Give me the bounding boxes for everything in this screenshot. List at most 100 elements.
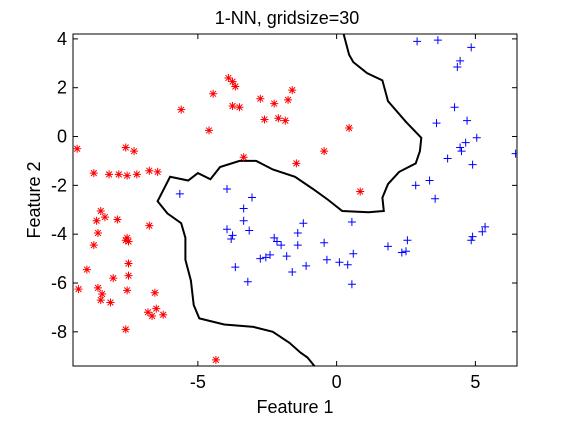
chart-title: 1-NN, gridsize=30: [215, 8, 360, 28]
data-point-asterisk: [235, 103, 244, 112]
series-class-2: [175, 36, 517, 289]
data-point-asterisk: [281, 116, 290, 125]
data-point-plus: [223, 185, 232, 194]
data-point-asterisk: [98, 289, 107, 298]
data-point-plus: [433, 36, 442, 45]
data-point-asterisk: [228, 102, 237, 111]
data-point-asterisk: [356, 187, 365, 196]
data-point-plus: [467, 236, 476, 245]
data-point-asterisk: [224, 73, 233, 82]
data-point-plus: [261, 253, 270, 262]
data-point-plus: [461, 138, 470, 147]
data-point-asterisk: [130, 147, 139, 156]
data-point-plus: [293, 241, 302, 250]
data-point-plus: [413, 37, 422, 46]
data-point-asterisk: [121, 325, 130, 334]
y-tick-label: -4: [51, 224, 67, 244]
data-point-asterisk: [143, 308, 152, 317]
data-point-asterisk: [93, 283, 102, 292]
data-point-asterisk: [145, 221, 154, 230]
data-point-asterisk: [145, 166, 154, 175]
data-point-plus: [383, 242, 392, 251]
decision-boundary-line: [156, 34, 423, 366]
data-point-asterisk: [92, 216, 101, 225]
data-point-asterisk: [239, 153, 248, 162]
data-point-asterisk: [89, 241, 98, 250]
data-point-asterisk: [96, 296, 105, 305]
x-tick-label: -5: [190, 372, 206, 392]
data-point-plus: [403, 236, 412, 245]
data-point-asterisk: [260, 115, 269, 124]
data-point-plus: [425, 176, 434, 185]
data-point-asterisk: [121, 236, 130, 245]
data-point-plus: [347, 280, 356, 289]
data-point-asterisk: [152, 304, 161, 313]
data-point-plus: [450, 103, 459, 112]
data-point-plus: [231, 263, 240, 272]
data-point-plus: [453, 62, 462, 71]
data-point-asterisk: [89, 169, 98, 178]
data-point-plus: [256, 254, 265, 263]
plot-content: [73, 34, 517, 366]
data-point-asterisk: [209, 89, 218, 98]
data-point-asterisk: [284, 95, 293, 104]
data-point-asterisk: [109, 274, 118, 283]
data-point-asterisk: [123, 233, 132, 242]
y-axis-label: Feature 2: [24, 161, 44, 238]
data-point-asterisk: [96, 206, 105, 215]
data-point-plus: [293, 228, 302, 237]
data-point-asterisk: [114, 170, 123, 179]
data-point-plus: [456, 143, 465, 152]
data-point-asterisk: [105, 170, 114, 179]
data-point-asterisk: [150, 288, 159, 297]
data-point-asterisk: [73, 144, 82, 153]
data-point-plus: [277, 241, 286, 250]
data-point-plus: [463, 116, 472, 125]
data-point-plus: [228, 231, 237, 240]
data-point-asterisk: [148, 311, 157, 320]
y-tick-label: -8: [51, 322, 67, 342]
data-point-asterisk: [124, 259, 133, 268]
data-point-plus: [247, 193, 256, 202]
x-tick-label: 5: [470, 372, 480, 392]
data-point-plus: [302, 261, 311, 270]
data-point-asterisk: [274, 114, 283, 123]
data-point-asterisk: [211, 355, 220, 364]
data-point-plus: [468, 160, 477, 169]
data-point-asterisk: [256, 94, 265, 103]
x-tick-label: 0: [332, 372, 342, 392]
data-point-plus: [299, 219, 308, 228]
data-point-plus: [349, 249, 358, 258]
x-axis-label: Feature 1: [256, 397, 333, 417]
data-point-plus: [245, 226, 254, 235]
data-point-asterisk: [292, 159, 301, 168]
data-point-plus: [347, 217, 356, 226]
data-point-plus: [467, 43, 476, 52]
data-point-asterisk: [159, 310, 168, 319]
data-point-asterisk: [231, 82, 240, 91]
axis-ticks: -5 0 5 4 2 0 -2 -4 -6 -8: [51, 29, 517, 392]
data-point-asterisk: [345, 123, 354, 132]
data-point-asterisk: [204, 126, 213, 135]
data-point-asterisk: [124, 271, 133, 280]
data-point-plus: [397, 248, 406, 257]
data-point-plus: [343, 260, 352, 269]
data-point-asterisk: [82, 265, 91, 274]
data-point-plus: [175, 189, 184, 198]
data-point-plus: [320, 238, 329, 247]
data-point-asterisk: [123, 286, 132, 295]
data-point-plus: [481, 222, 490, 231]
data-point-plus: [282, 252, 291, 261]
data-point-plus: [272, 237, 281, 246]
data-point-plus: [468, 232, 477, 241]
data-point-asterisk: [124, 237, 133, 246]
data-point-plus: [243, 277, 252, 286]
data-point-asterisk: [106, 298, 115, 307]
data-point-plus: [288, 268, 297, 277]
data-point-asterisk: [123, 171, 132, 180]
data-point-plus: [335, 258, 344, 267]
data-point-plus: [266, 250, 275, 259]
data-point-plus: [432, 119, 441, 128]
